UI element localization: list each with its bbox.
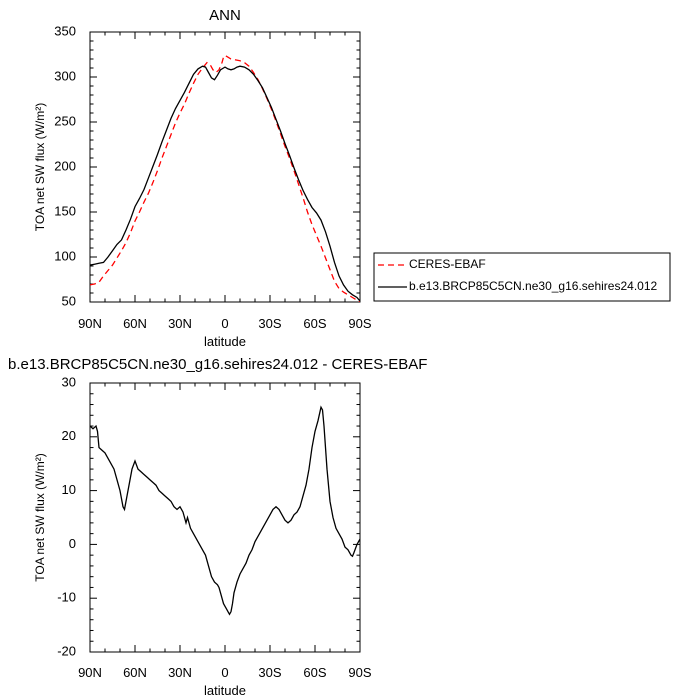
x-tick-label: 60N (123, 665, 147, 680)
chart-panel-1: ANN 90N 60N 30N 0 30S 60S 90S 50 100 150 200 250 300 3… (33, 7, 671, 349)
y-tick-label: 100 (54, 248, 76, 263)
x-tick-label: 0 (221, 665, 228, 680)
chart-title: b.e13.BRCP85C5CN.ne30_g16.sehires24.012 … (8, 356, 427, 373)
y-tick-label: 300 (54, 68, 76, 83)
x-tick-label: 90S (348, 316, 371, 331)
x-axis-label: latitude (204, 334, 246, 349)
y-axis-label: TOA net SW flux (W/m²) (33, 103, 47, 231)
x-axis-label: latitude (204, 683, 246, 698)
x-tick-label: 30N (168, 316, 192, 331)
legend-label: b.e13.BRCP85C5CN.ne30_g16.sehires24.012 (409, 279, 657, 293)
x-tick-label: 30S (258, 316, 281, 331)
y-tick-label: 150 (54, 203, 76, 218)
series-line-1 (90, 405, 360, 616)
x-tick-label: 60S (303, 316, 326, 331)
chart-panel-2: b.e13.BRCP85C5CN.ne30_g16.sehires24.012 … (8, 356, 427, 698)
legend-label: CERES-EBAF (409, 257, 486, 271)
y-tick-label: 350 (54, 23, 76, 38)
y-tick-label: 200 (54, 158, 76, 173)
x-tick-label: 30S (258, 665, 281, 680)
legend: CERES-EBAF b.e13.BRCP85C5CN.ne30_g16.sehi… (373, 252, 671, 302)
plot-frame (89, 31, 361, 303)
y-tick-label: -20 (57, 643, 76, 658)
y-tick-label: 250 (54, 113, 76, 128)
y-axis-label: TOA net SW flux (W/m²) (33, 453, 47, 581)
chart-title: ANN (209, 7, 241, 24)
x-tick-label: 90N (78, 316, 102, 331)
x-tick-label: 90S (348, 665, 371, 680)
x-tick-label: 90N (78, 665, 102, 680)
x-tick-label: 60S (303, 665, 326, 680)
plot-frame (89, 382, 361, 653)
y-tick-label: -10 (57, 590, 76, 605)
y-tick-label: 10 (62, 482, 76, 497)
legend-box (373, 252, 671, 302)
series-line-1 (90, 54, 360, 302)
x-tick-label: 60N (123, 316, 147, 331)
series-line-2 (90, 65, 360, 302)
x-tick-label: 0 (221, 316, 228, 331)
y-tick-label: 0 (69, 536, 76, 551)
y-tick-label: 30 (62, 374, 76, 389)
y-tick-label: 20 (62, 428, 76, 443)
y-tick-label: 50 (62, 293, 76, 308)
x-tick-label: 30N (168, 665, 192, 680)
